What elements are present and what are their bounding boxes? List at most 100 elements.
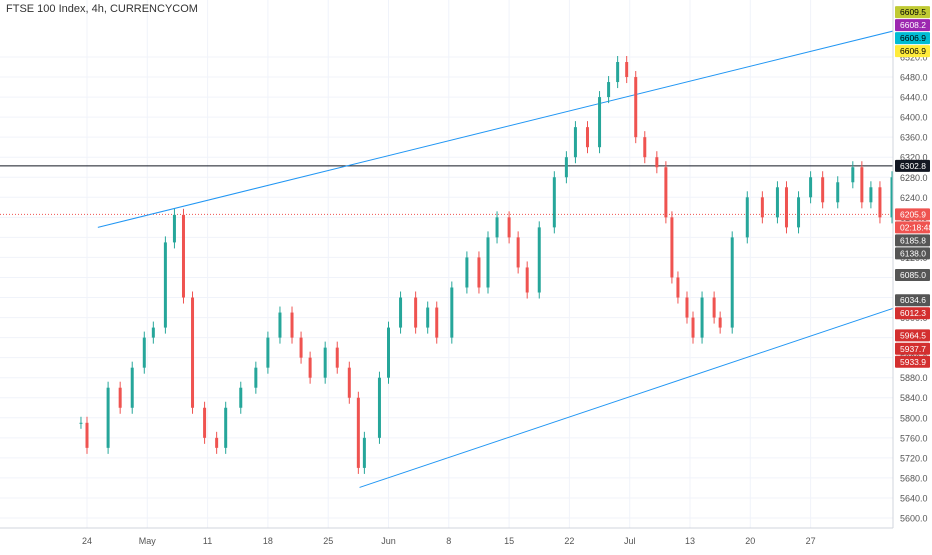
price-tag	[895, 355, 930, 368]
channel-line	[359, 294, 932, 488]
y-tick-label: 5760.0	[900, 433, 928, 443]
candle-body	[465, 257, 469, 288]
candle-body	[643, 137, 647, 158]
candle-body	[477, 257, 481, 288]
price-tag	[895, 221, 930, 234]
candle-body	[215, 437, 219, 448]
x-axis: 24 May 11 18 25 Jun 8 15 22 Jul 13 20 27	[0, 527, 893, 546]
price-tag	[895, 234, 930, 247]
price-tag-label: 5937.7	[900, 344, 926, 354]
candle-body	[299, 337, 303, 358]
y-tick-label: 6440.0	[900, 93, 928, 103]
candle-body	[399, 297, 403, 328]
candle-body	[308, 357, 312, 378]
candle-body	[495, 217, 499, 238]
chart-title: FTSE 100 Index, 4h, CURRENCYCOM	[6, 3, 198, 15]
y-tick-label: 5600.0	[900, 514, 928, 524]
price-tag-label: 6606.9	[900, 46, 926, 56]
price-tag	[895, 208, 930, 221]
channel-line	[97, 20, 932, 228]
candle-body	[625, 62, 629, 78]
candle-body	[760, 197, 764, 218]
x-tick-label: 20	[745, 536, 755, 546]
price-tag-label: 6608.2	[900, 20, 926, 30]
candle-body	[347, 367, 351, 398]
horizontal-lines	[0, 165, 893, 215]
candle-body	[79, 422, 83, 424]
y-tick-label: 5880.0	[900, 373, 928, 383]
channel-lines	[97, 20, 932, 488]
x-tick-label: 25	[323, 536, 333, 546]
y-tick-label: 5640.0	[900, 493, 928, 503]
price-tag-label: 6609.5	[900, 7, 926, 17]
candle-body	[85, 422, 89, 448]
candle-body	[745, 197, 749, 238]
price-tags: 6609.5 6608.2 6606.9 6606.9 6302.8 6205.9 02:1…	[895, 6, 932, 368]
candle-body	[607, 82, 611, 98]
y-tick-label: 6360.0	[900, 133, 928, 143]
x-tick-label: 22	[564, 536, 574, 546]
price-tag	[895, 329, 930, 342]
candle-body	[323, 347, 327, 378]
x-tick-label: May	[139, 536, 157, 546]
candle-body	[335, 347, 339, 368]
candle-body	[797, 197, 801, 228]
candle-body	[664, 167, 668, 218]
candle-body	[191, 297, 195, 408]
candle-body	[851, 167, 855, 183]
price-tag-label: 6012.3	[900, 308, 926, 318]
x-tick-label: 13	[685, 536, 695, 546]
candle-body	[118, 387, 122, 408]
candle-body	[718, 317, 722, 328]
candle-body	[784, 187, 788, 228]
y-tick-label: 5680.0	[900, 473, 928, 483]
price-tag	[895, 32, 930, 45]
x-tick-label: 18	[263, 536, 273, 546]
price-tag	[895, 247, 930, 260]
candle-body	[435, 307, 439, 338]
price-tag-label: 6606.9	[900, 33, 926, 43]
x-tick-label: Jun	[381, 536, 396, 546]
price-tag-label: 5933.9	[900, 357, 926, 367]
candle-body	[860, 167, 864, 203]
grid	[0, 0, 893, 528]
y-tick-label: 6520.0	[900, 53, 928, 63]
price-tag-label: 6302.8	[900, 161, 926, 171]
candle-body	[655, 157, 659, 168]
candle-body	[142, 337, 146, 368]
price-tag	[895, 45, 930, 58]
y-tick-label: 5800.0	[900, 413, 928, 423]
x-tick-label: 15	[504, 536, 514, 546]
candle-body	[691, 317, 695, 338]
price-tag-label: 6085.0	[900, 270, 926, 280]
price-tag-label: 6185.8	[900, 235, 926, 245]
price-tag-label: 5964.5	[900, 330, 926, 340]
candle-body	[106, 387, 110, 448]
candle-body	[290, 312, 294, 338]
candle-body	[700, 297, 704, 338]
candle-body	[598, 97, 602, 148]
candle-body	[163, 242, 167, 328]
candle-body	[809, 177, 813, 198]
price-tag	[895, 159, 930, 172]
candle-body	[377, 377, 381, 438]
candle-body	[266, 337, 270, 368]
candle-body	[685, 297, 689, 318]
price-tag	[895, 294, 930, 307]
y-tick-label: 6280.0	[900, 173, 928, 183]
candle-body	[130, 367, 134, 408]
candle-body	[224, 407, 228, 448]
price-tag	[895, 268, 930, 281]
candle-body	[356, 397, 360, 468]
x-tick-label: 24	[82, 536, 92, 546]
candle-body	[387, 327, 390, 378]
candle-body	[836, 182, 840, 203]
price-tag	[895, 19, 930, 32]
y-tick-label: 6320.0	[900, 153, 928, 163]
candle-body	[172, 214, 176, 243]
candle-body	[278, 312, 282, 338]
candle-body	[525, 267, 529, 293]
y-tick-label: 5840.0	[900, 393, 928, 403]
